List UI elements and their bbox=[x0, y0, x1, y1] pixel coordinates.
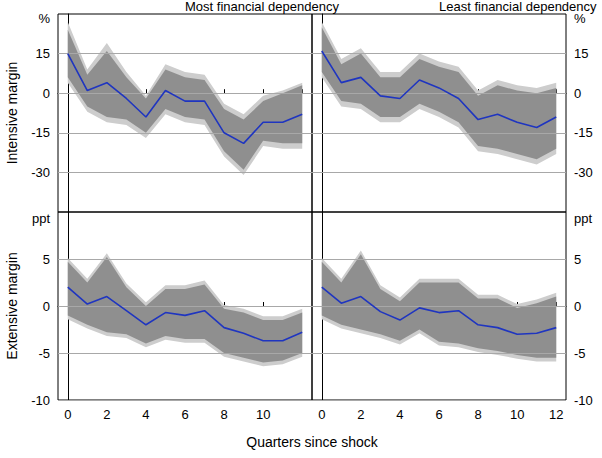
svg-text:2: 2 bbox=[103, 407, 110, 422]
svg-text:ppt: ppt bbox=[574, 211, 592, 226]
svg-text:12: 12 bbox=[549, 407, 563, 422]
svg-text:4: 4 bbox=[142, 407, 149, 422]
svg-text:10: 10 bbox=[256, 407, 270, 422]
svg-text:0: 0 bbox=[43, 86, 50, 101]
svg-text:10: 10 bbox=[510, 407, 524, 422]
svg-text:Extensive margin: Extensive margin bbox=[4, 252, 20, 359]
svg-text:-30: -30 bbox=[31, 165, 50, 180]
svg-text:%: % bbox=[38, 11, 50, 26]
svg-text:15: 15 bbox=[36, 46, 50, 61]
svg-text:0: 0 bbox=[574, 86, 581, 101]
svg-text:Most financial dependency: Most financial dependency bbox=[185, 0, 339, 14]
svg-text:-15: -15 bbox=[574, 125, 593, 140]
svg-text:8: 8 bbox=[474, 407, 481, 422]
svg-text:ppt: ppt bbox=[32, 211, 50, 226]
svg-text:-15: -15 bbox=[31, 125, 50, 140]
svg-text:0: 0 bbox=[43, 299, 50, 314]
svg-text:-10: -10 bbox=[31, 393, 50, 408]
svg-text:-5: -5 bbox=[574, 346, 586, 361]
svg-text:15: 15 bbox=[574, 46, 588, 61]
svg-text:0: 0 bbox=[64, 407, 71, 422]
svg-text:6: 6 bbox=[181, 407, 188, 422]
svg-text:-30: -30 bbox=[574, 165, 593, 180]
svg-text:5: 5 bbox=[574, 252, 581, 267]
svg-text:2: 2 bbox=[357, 407, 364, 422]
svg-text:Intensive margin: Intensive margin bbox=[4, 62, 20, 165]
svg-text:5: 5 bbox=[43, 252, 50, 267]
svg-text:6: 6 bbox=[435, 407, 442, 422]
svg-text:8: 8 bbox=[220, 407, 227, 422]
svg-text:Quarters since shock: Quarters since shock bbox=[246, 434, 378, 450]
svg-text:-5: -5 bbox=[38, 346, 50, 361]
svg-text:-10: -10 bbox=[574, 393, 593, 408]
svg-text:0: 0 bbox=[318, 407, 325, 422]
svg-text:%: % bbox=[574, 11, 586, 26]
svg-text:0: 0 bbox=[574, 299, 581, 314]
svg-text:4: 4 bbox=[396, 407, 403, 422]
